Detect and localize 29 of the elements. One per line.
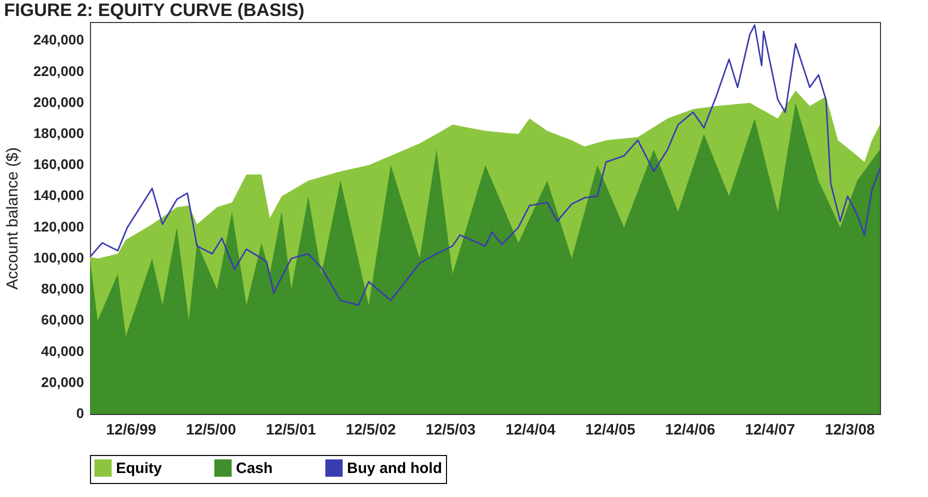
y-axis-title: Account balance ($) bbox=[4, 147, 22, 290]
y-tick-label: 20,000 bbox=[41, 374, 84, 390]
y-tick-label: 0 bbox=[76, 405, 84, 421]
x-tick-label: 12/6/99 bbox=[106, 422, 156, 438]
x-tick-label: 12/3/08 bbox=[824, 422, 875, 438]
y-tick-label: 80,000 bbox=[41, 280, 84, 297]
y-tick-label: 160,000 bbox=[33, 156, 84, 172]
y-tick-label: 100,000 bbox=[33, 249, 84, 266]
x-tick-label: 12/5/01 bbox=[266, 422, 316, 438]
line-series bbox=[89, 24, 881, 306]
chart-title: FIGURE 2: EQUITY CURVE (BASIS) bbox=[4, 0, 304, 20]
legend-label: Cash bbox=[236, 460, 273, 478]
x-tick-label: 12/5/02 bbox=[346, 422, 396, 438]
y-tick-label: 220,000 bbox=[33, 62, 84, 79]
y-tick-label: 180,000 bbox=[33, 125, 84, 141]
y-tick-label: 140,000 bbox=[33, 187, 84, 204]
y-tick-label: 120,000 bbox=[33, 218, 84, 234]
x-tick-label: 12/4/07 bbox=[744, 422, 796, 438]
x-tick-label: 12/4/04 bbox=[505, 422, 556, 438]
x-tick-label: 12/5/03 bbox=[426, 422, 476, 438]
y-tick-label: 60,000 bbox=[41, 312, 84, 328]
y-tick-label: 200,000 bbox=[33, 94, 84, 110]
legend-label: Equity bbox=[116, 460, 162, 478]
x-tick-label: 12/4/06 bbox=[665, 422, 716, 438]
y-tick-label: 40,000 bbox=[41, 342, 84, 359]
legend-label: Buy and hold bbox=[347, 460, 442, 478]
y-tick-label: 240,000 bbox=[33, 32, 84, 48]
x-tick-label: 12/5/00 bbox=[186, 422, 236, 438]
x-tick-label: 12/4/05 bbox=[585, 422, 636, 438]
